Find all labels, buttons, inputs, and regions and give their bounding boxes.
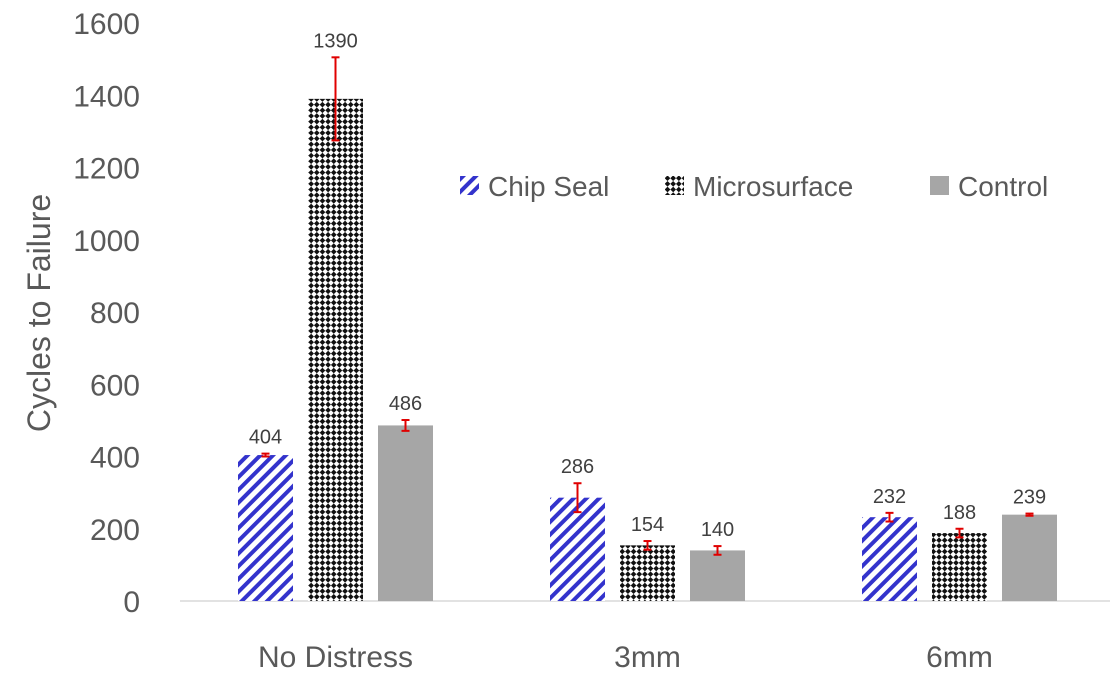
bar-series — [238, 98, 1057, 602]
x-axis-categories: No Distress 3mm 6mm — [258, 641, 993, 673]
legend-item-chip-seal: Chip Seal — [460, 171, 609, 202]
y-tick-label: 200 — [90, 514, 140, 547]
legend-swatch-control — [930, 176, 949, 195]
legend-label-control: Control — [958, 171, 1048, 202]
y-tick-label: 1000 — [73, 225, 140, 258]
y-axis-label: Cycles to Failure — [21, 194, 57, 432]
y-tick-label: 800 — [90, 297, 140, 330]
error-bars — [261, 56, 1034, 556]
data-label: 486 — [389, 393, 422, 415]
legend-swatch-chip-seal — [460, 176, 479, 195]
bar — [308, 98, 363, 602]
bar — [378, 425, 433, 601]
x-category-label: 3mm — [614, 641, 681, 673]
y-axis-ticks: 0 200 400 600 800 1000 1200 1400 1600 — [73, 8, 140, 619]
bar — [238, 455, 293, 601]
y-tick-label: 600 — [90, 369, 140, 402]
data-label: 404 — [249, 427, 282, 449]
bar — [550, 497, 605, 601]
y-tick-label: 1400 — [73, 80, 140, 113]
legend-label-microsurface: Microsurface — [693, 171, 853, 202]
data-label: 1390 — [313, 30, 358, 52]
legend-label-chip-seal: Chip Seal — [488, 171, 609, 202]
bar — [1002, 514, 1057, 601]
bar — [932, 533, 987, 601]
bar — [690, 550, 745, 601]
y-tick-label: 0 — [123, 586, 140, 619]
data-label: 232 — [873, 486, 906, 508]
data-labels: 404 286 232 1390 154 188 486 140 239 — [249, 30, 1046, 541]
data-label: 140 — [701, 519, 734, 541]
y-tick-label: 400 — [90, 442, 140, 475]
legend-item-control: Control — [930, 171, 1048, 202]
legend-swatch-microsurface — [665, 176, 684, 195]
legend-item-microsurface: Microsurface — [665, 171, 853, 202]
data-label: 239 — [1013, 487, 1046, 509]
data-label: 154 — [631, 514, 664, 536]
y-tick-label: 1600 — [73, 8, 140, 41]
x-category-label: No Distress — [258, 641, 413, 673]
x-category-label: 6mm — [926, 641, 993, 673]
data-label: 286 — [561, 456, 594, 478]
bar — [862, 517, 917, 601]
legend: Chip Seal Microsurface Control — [460, 171, 1048, 202]
data-label: 188 — [943, 502, 976, 524]
y-tick-label: 1200 — [73, 153, 140, 186]
bar — [620, 545, 675, 601]
